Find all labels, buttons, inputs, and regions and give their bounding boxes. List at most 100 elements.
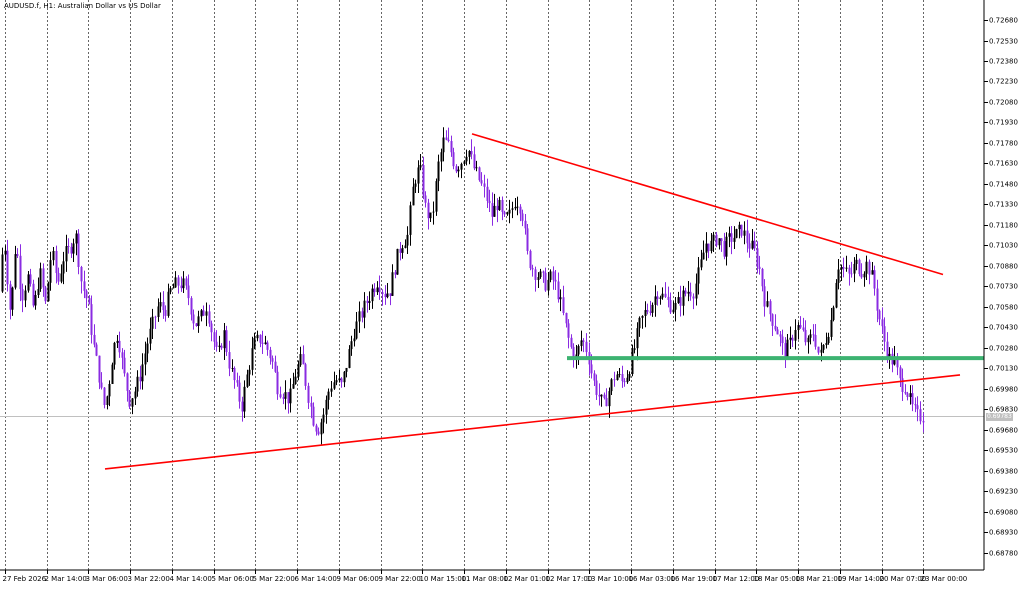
candle <box>317 427 320 436</box>
candle <box>141 353 144 390</box>
candle-body <box>269 349 272 359</box>
candle <box>679 285 682 317</box>
candle <box>506 211 509 216</box>
candle-body <box>348 349 351 368</box>
candle <box>552 266 555 290</box>
candle-body <box>389 293 392 296</box>
candle <box>225 325 228 357</box>
candle-body <box>853 263 856 274</box>
candle <box>320 418 323 445</box>
candle-body <box>776 329 779 335</box>
candle <box>27 270 30 293</box>
candle <box>695 273 698 306</box>
candle-body <box>544 272 547 291</box>
candle <box>595 374 598 400</box>
candle-body <box>378 287 381 293</box>
candle <box>14 245 17 290</box>
x-tick-label: 16 Mar 19:00 <box>671 575 718 583</box>
candle <box>794 319 797 350</box>
x-tick-label: 3 Mar 22:00 <box>128 575 170 583</box>
candle-body <box>888 353 891 358</box>
y-tick-label: 0.72380 <box>989 58 1018 66</box>
candle-body <box>231 368 234 369</box>
candle-body <box>802 327 805 330</box>
candle-body <box>52 250 55 261</box>
candle <box>90 295 93 344</box>
candle-body <box>98 355 101 383</box>
candle <box>519 204 522 222</box>
candle-body <box>554 279 557 282</box>
lower-trendline[interactable] <box>104 374 961 470</box>
candle-body <box>450 141 453 153</box>
y-tick-label: 0.70430 <box>989 324 1018 332</box>
candle-body <box>700 259 703 268</box>
candle-body <box>427 202 430 219</box>
candle-body <box>93 334 96 345</box>
candle <box>378 275 381 300</box>
candle-body <box>274 361 277 372</box>
candle-body <box>279 394 282 398</box>
candle <box>98 355 101 390</box>
candle <box>373 283 376 297</box>
candle-body <box>468 151 471 157</box>
candle-body <box>236 380 239 383</box>
candle <box>496 198 499 223</box>
candle-body <box>195 323 198 327</box>
candle <box>664 282 667 298</box>
candle <box>751 228 754 250</box>
candle-body <box>381 292 384 295</box>
candle <box>779 331 782 347</box>
candle <box>715 231 718 248</box>
candle-body <box>679 297 682 306</box>
candle-body <box>695 283 698 299</box>
candle <box>511 201 514 219</box>
candle <box>363 292 366 329</box>
candle-body <box>480 180 483 184</box>
x-tick-label: 11 Mar 08:00 <box>462 575 509 583</box>
candle-body <box>610 379 613 392</box>
upper-trendline[interactable] <box>471 133 944 276</box>
y-tick-label: 0.71330 <box>989 201 1018 209</box>
candle-body <box>37 288 40 296</box>
candle <box>493 193 496 217</box>
candle-body <box>914 404 917 406</box>
candle-body <box>748 243 751 249</box>
candle-body <box>14 254 17 288</box>
y-tick-label: 0.68930 <box>989 529 1018 537</box>
candle <box>340 377 343 388</box>
candle-body <box>225 330 228 353</box>
candle <box>75 230 78 256</box>
candle-body <box>904 391 907 394</box>
y-tick-label: 0.69080 <box>989 509 1018 517</box>
candle <box>123 349 126 377</box>
candle-body <box>791 337 794 341</box>
candle-body <box>618 374 621 375</box>
candle <box>259 334 262 348</box>
candle-body <box>123 357 126 374</box>
candle-body <box>16 254 19 256</box>
candle-body <box>684 290 687 294</box>
candle <box>697 256 700 295</box>
candle <box>1 247 4 293</box>
current-price-badge: 0.69783 <box>986 412 1013 421</box>
candle <box>593 370 596 387</box>
candle <box>848 264 851 286</box>
candle <box>256 330 259 342</box>
candle <box>62 251 65 285</box>
candle <box>723 232 726 260</box>
candle <box>299 346 302 367</box>
candle-body <box>723 241 726 257</box>
candle-body <box>47 282 50 302</box>
candle-body <box>503 211 506 215</box>
candle-body <box>312 406 315 426</box>
candle <box>598 383 601 406</box>
candle-body <box>442 137 445 153</box>
candle-body <box>208 311 211 324</box>
y-tick-label: 0.72080 <box>989 99 1018 107</box>
candle <box>682 285 685 316</box>
candle <box>381 289 384 306</box>
candle-body <box>473 154 476 169</box>
candle <box>554 270 557 291</box>
